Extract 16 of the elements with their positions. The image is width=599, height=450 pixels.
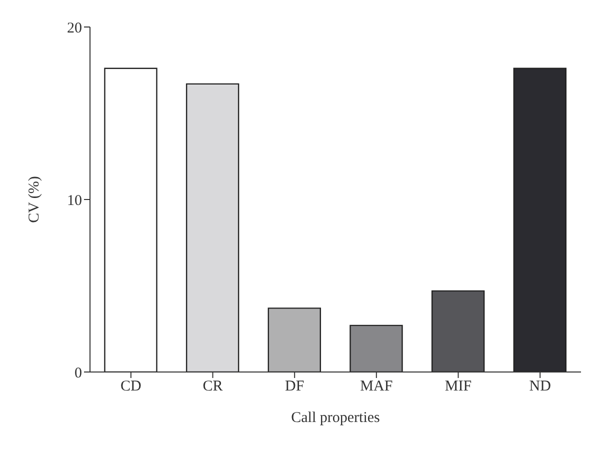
x-tick-label: CR <box>202 378 223 395</box>
x-tick-label: MAF <box>360 378 393 395</box>
bar <box>104 68 158 372</box>
bar <box>350 324 403 372</box>
y-tick-label: 0 <box>74 365 82 382</box>
x-tick-label: CD <box>120 378 142 395</box>
bar <box>268 308 321 372</box>
y-tick-label: 20 <box>67 20 82 36</box>
x-axis-title: Call properties <box>291 410 380 426</box>
x-tick-label: DF <box>284 378 304 395</box>
bar <box>186 83 240 372</box>
bar <box>431 290 485 372</box>
x-tick-label: ND <box>529 378 552 395</box>
x-tick-label: MIF <box>444 378 472 395</box>
y-tick-label: 10 <box>67 192 82 209</box>
y-axis-title: CV (%) <box>26 176 42 223</box>
